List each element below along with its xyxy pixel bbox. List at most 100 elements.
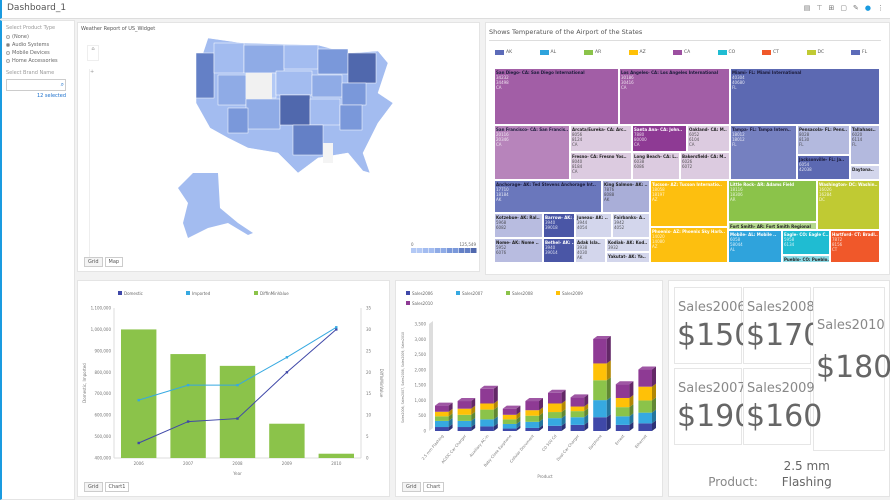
bar-segment[interactable] xyxy=(435,405,449,412)
radio-option[interactable]: Home Accessories xyxy=(6,58,70,64)
bar-segment[interactable] xyxy=(593,417,607,431)
bar-segment[interactable] xyxy=(638,369,652,387)
treemap-tile[interactable]: Hartford- CT: Bradl.. 7872 8156 CT xyxy=(830,230,880,263)
bar-segment[interactable] xyxy=(435,411,449,417)
bar-segment[interactable] xyxy=(548,418,562,426)
state-shape[interactable] xyxy=(245,98,281,130)
bar-segment[interactable] xyxy=(525,421,539,428)
bar[interactable] xyxy=(219,365,256,458)
bar-segment[interactable] xyxy=(593,400,607,418)
legend-item[interactable]: CA xyxy=(673,50,690,55)
bar-segment[interactable] xyxy=(480,409,494,420)
bar-segment[interactable] xyxy=(638,412,652,424)
legend-label[interactable]: Sales2006 xyxy=(412,291,433,296)
zoom-slider[interactable]: + xyxy=(89,69,95,259)
filter-icon[interactable]: ⊤ xyxy=(816,4,823,12)
state-shape[interactable] xyxy=(275,70,313,96)
brand-input[interactable]: ⌕ xyxy=(6,79,66,91)
treemap-tile[interactable]: Little Rock- AR: Adams Field 18116 18306 AR xyxy=(728,180,817,222)
bar-segment[interactable] xyxy=(638,423,652,431)
line-point[interactable] xyxy=(186,383,190,387)
bar-segment[interactable] xyxy=(502,419,517,424)
bar-segment[interactable] xyxy=(457,427,472,431)
bar-segment[interactable] xyxy=(615,407,630,417)
state-shape[interactable] xyxy=(341,82,367,106)
line-point[interactable] xyxy=(236,383,239,387)
treemap-tile[interactable]: Eagle- CO: Eagle C.. 5958 6134 xyxy=(782,230,830,255)
bar-segment[interactable] xyxy=(502,428,517,431)
bar-segment[interactable] xyxy=(502,423,517,429)
treemap-tile[interactable]: Anchorage- AK: Ted Stevens Anchorage Int… xyxy=(494,180,602,213)
treemap-tile[interactable]: Los Angeles- CA: Los Angeles Internation… xyxy=(619,68,730,125)
treemap-tile[interactable]: Bethel- AK: .. 3940 39014 xyxy=(543,238,575,263)
treemap-tile[interactable]: Nome- AK: Nome .. 5952 6076 xyxy=(494,238,543,263)
bar-segment[interactable] xyxy=(548,403,562,413)
treemap-tile[interactable]: Oakland- CA: M.. 6052 6104 CA xyxy=(687,125,730,152)
treemap-tile[interactable]: Tucson- AZ: Tucson Internatio.. 18058 1819… xyxy=(650,180,728,227)
radio-icon[interactable] xyxy=(6,35,10,39)
state-shape[interactable] xyxy=(317,48,349,75)
bar-segment[interactable] xyxy=(615,397,630,408)
legend-item[interactable]: CO xyxy=(717,50,735,55)
bar-segment[interactable] xyxy=(480,426,494,431)
bar-segment[interactable] xyxy=(435,427,449,431)
search-icon[interactable]: ⌕ xyxy=(60,81,64,88)
map-pan-control[interactable]: ⌂ xyxy=(87,45,99,61)
treemap-tile[interactable]: King Salmon- AK: .. 7876 8088 AK xyxy=(602,180,650,213)
treemap-tile[interactable]: Fresno- CA: Fresno Yos.. 8040 8184 CA xyxy=(570,152,632,180)
bar-segment[interactable] xyxy=(435,416,449,421)
bar-segment[interactable] xyxy=(502,414,517,420)
bar-segment[interactable] xyxy=(570,424,585,431)
line-point[interactable] xyxy=(236,417,239,420)
legend-item[interactable]: FL xyxy=(851,50,867,55)
tab-grid[interactable]: Grid xyxy=(84,257,103,267)
state-shape[interactable] xyxy=(195,52,215,99)
legend-label[interactable]: Sales2008 xyxy=(512,291,533,296)
treemap-tile[interactable]: Kotzebue- AK: Ral.. 5968 6082 xyxy=(494,213,543,238)
radio-icon[interactable] xyxy=(6,59,10,63)
bar-segment[interactable] xyxy=(525,415,539,422)
bar-segment[interactable] xyxy=(502,408,517,415)
bar-segment[interactable] xyxy=(548,425,562,431)
legend-label[interactable]: Imported xyxy=(192,291,211,296)
treemap-tile[interactable]: Miami- FL: Miami International 40304 40680… xyxy=(730,68,880,125)
treemap-tile[interactable]: Mobile- AL: Mobile .. 6058 58044 AL xyxy=(728,230,782,263)
state-shape[interactable] xyxy=(213,42,245,74)
treemap-tile[interactable]: Phoenix- AZ: Phoenix Sky Harb.. 14020 1408… xyxy=(650,227,728,263)
grid-icon[interactable]: ⊞ xyxy=(828,4,835,12)
more-icon[interactable]: ⋮ xyxy=(877,4,884,12)
treemap-tile[interactable]: Santa Ana- CA: John.. 7880 80000 CA xyxy=(632,125,687,152)
treemap-tile[interactable]: Yakutat- AK: Ya.. xyxy=(606,252,650,263)
bar-segment[interactable] xyxy=(457,414,472,421)
line-point[interactable] xyxy=(335,328,338,331)
treemap-tile[interactable]: Adak Isla.. 3938 4030 AK xyxy=(575,238,606,263)
kpi-card-sales2006[interactable]: Sales2006 $150 xyxy=(674,287,753,364)
state-shape[interactable] xyxy=(323,143,333,163)
bar-segment[interactable] xyxy=(570,397,585,407)
treemap-tile[interactable]: Jacksonville- FL: Ja.. 6054 42038 xyxy=(797,155,850,180)
bar[interactable] xyxy=(121,329,157,458)
treemap-tile[interactable]: Pueblo- CO: Pueblo.. xyxy=(782,255,830,263)
treemap-tile[interactable]: Pensacola- FL: Pens.. 8028 8130 FL xyxy=(797,125,850,155)
tab-map[interactable]: Map xyxy=(104,257,124,267)
treemap-tile[interactable]: Washington- DC: Washin.. 16026 16284 DC xyxy=(817,180,880,230)
toggle-icon[interactable]: ● xyxy=(864,4,871,12)
bar-segment[interactable] xyxy=(480,388,494,404)
treemap-tile[interactable]: Tampa- FL: Tampa Intern.. 18012 18012 FL xyxy=(730,125,797,180)
bar-segment[interactable] xyxy=(593,380,607,401)
bar-segment[interactable] xyxy=(570,411,585,418)
bar-segment[interactable] xyxy=(638,386,652,401)
legend-item[interactable]: AK xyxy=(495,50,512,55)
treemap-tile[interactable]: Tallahass.. 6020 6114 FL xyxy=(850,125,880,165)
bar-segment[interactable] xyxy=(525,401,539,411)
selection-link[interactable]: 12 selected xyxy=(36,93,66,99)
bar-segment[interactable] xyxy=(615,384,630,398)
treemap-tile[interactable]: Daytona.. xyxy=(850,165,880,180)
treemap-tile[interactable]: Bakersfield- CA: M.. 6026 6072 xyxy=(680,152,730,180)
bar-segment[interactable] xyxy=(615,424,630,431)
radio-icon[interactable] xyxy=(6,43,10,47)
bar-segment[interactable] xyxy=(570,417,585,425)
legend-item[interactable]: CT xyxy=(762,50,779,55)
treemap-tile[interactable]: Fairbanks- A.. 3942 4052 xyxy=(612,213,650,238)
line-point[interactable] xyxy=(186,420,190,423)
